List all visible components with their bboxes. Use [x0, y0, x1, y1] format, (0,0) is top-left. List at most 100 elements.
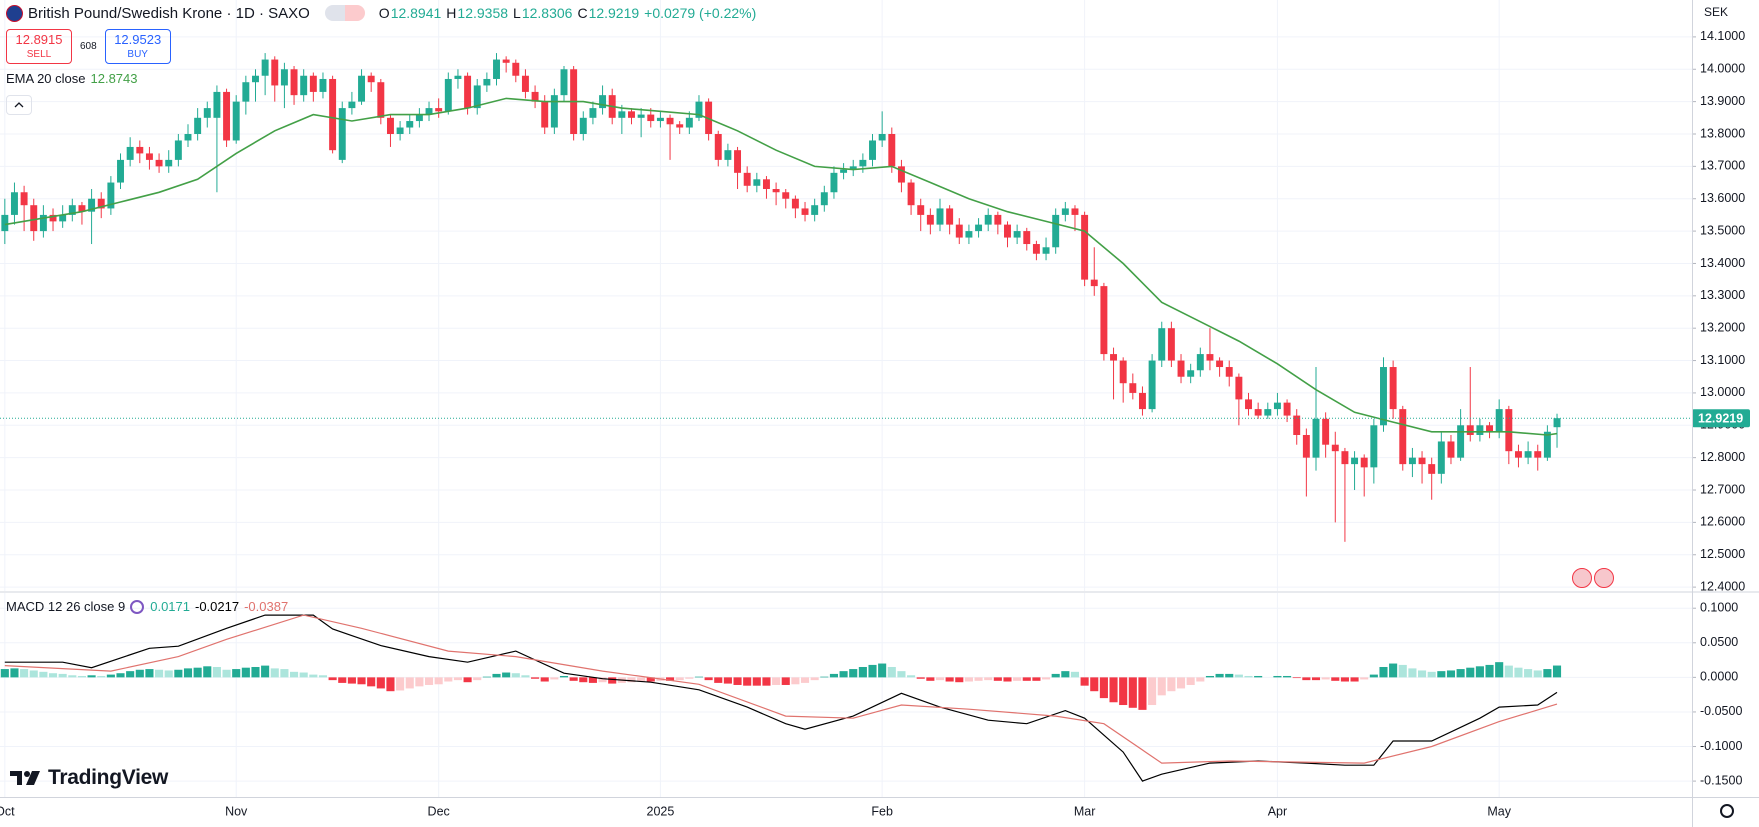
- candle-body: [1273, 402, 1281, 410]
- y-tick-label: -0.1000: [1700, 739, 1742, 753]
- histogram-bar: [424, 677, 434, 685]
- candle-body: [49, 214, 57, 222]
- header: British Pound/Swedish Krone · 1D · SAXO …: [6, 3, 761, 23]
- symbol-title[interactable]: British Pound/Swedish Krone · 1D · SAXO: [28, 4, 310, 22]
- candle-body: [1081, 214, 1089, 280]
- candle-body: [762, 179, 770, 190]
- currency[interactable]: SEK: [1704, 5, 1733, 19]
- histogram-bar: [598, 677, 607, 683]
- y-tick-label: 13.9000: [1700, 94, 1745, 108]
- macd-settings-icon[interactable]: [130, 599, 145, 614]
- histogram-bar: [1138, 677, 1147, 710]
- candle-body: [1264, 409, 1272, 416]
- histogram-bar: [1032, 677, 1041, 681]
- histogram-bar: [405, 677, 414, 689]
- histogram-bar: [1321, 677, 1330, 680]
- ema-title[interactable]: EMA 20 close: [6, 71, 86, 86]
- histogram-bar: [376, 677, 385, 689]
- histogram-bar: [752, 677, 761, 686]
- y-tick-label: 0.0500: [1700, 635, 1738, 649]
- histogram-bar: [155, 669, 164, 678]
- candle-body: [358, 75, 366, 102]
- collapse-button[interactable]: [6, 95, 32, 115]
- event-flag[interactable]: [1572, 568, 1592, 588]
- candle-body: [1505, 409, 1513, 452]
- histogram-bar: [453, 677, 462, 681]
- sell-button[interactable]: 12.8915 SELL: [6, 29, 72, 64]
- currency-label: SEK: [1704, 5, 1729, 19]
- candle-body: [936, 208, 944, 225]
- candle-body: [1167, 328, 1175, 361]
- histogram-bar: [1379, 666, 1388, 678]
- histogram-bar: [1360, 677, 1369, 680]
- buy-button[interactable]: 12.9523 BUY: [104, 29, 171, 64]
- histogram-bar: [1495, 662, 1504, 678]
- histogram-bar: [1408, 668, 1417, 678]
- histogram-bar: [849, 669, 858, 678]
- histogram-bar: [1090, 677, 1099, 692]
- candle-body: [888, 133, 896, 167]
- histogram-bar: [839, 671, 848, 678]
- histogram-bar: [781, 677, 790, 685]
- histogram-bar: [1099, 677, 1108, 699]
- histogram-bar: [1109, 677, 1118, 703]
- histogram-bar: [97, 675, 106, 678]
- candle-body: [280, 69, 288, 86]
- histogram-bar: [1205, 675, 1214, 678]
- candle-body: [502, 59, 510, 63]
- logo[interactable]: TradingView: [10, 766, 173, 790]
- candle-body: [840, 169, 848, 173]
- histogram-bar: [87, 675, 96, 678]
- candle-body: [252, 75, 259, 83]
- histogram-bar: [1070, 671, 1080, 678]
- histogram-bar: [1186, 677, 1195, 685]
- candle-body: [454, 75, 462, 79]
- candle-body: [1370, 425, 1378, 468]
- candle-body: [309, 75, 317, 92]
- histogram-bar: [772, 677, 781, 685]
- market-status[interactable]: [324, 5, 345, 21]
- candle-body: [811, 205, 819, 215]
- candle-body: [560, 69, 568, 96]
- trade-buttons: 12.8915 SELL 608 12.9523 BUY: [6, 29, 171, 64]
- candle-body: [589, 108, 597, 118]
- macd-title[interactable]: MACD 12 26 close 9: [6, 599, 126, 614]
- histogram-bar: [1196, 677, 1205, 682]
- candle-body: [1351, 457, 1359, 465]
- settings-button[interactable]: [1720, 804, 1734, 818]
- candle-body: [242, 82, 250, 102]
- histogram-bar: [569, 677, 578, 681]
- histogram-bar: [1427, 671, 1436, 678]
- histogram-bar: [974, 677, 983, 681]
- candle-body: [117, 159, 124, 183]
- candle-body: [801, 208, 809, 215]
- histogram-bar: [1128, 677, 1137, 708]
- histogram-bar: [791, 677, 800, 685]
- histogram-bar: [550, 677, 559, 680]
- candle-body: [1187, 370, 1195, 377]
- candle-body: [39, 214, 47, 232]
- candle-body: [367, 75, 375, 83]
- histogram-bar: [193, 667, 202, 678]
- histogram-bar: [829, 673, 838, 678]
- candle-body: [1486, 425, 1494, 432]
- histogram-bar: [77, 675, 86, 678]
- histogram-bar: [579, 677, 588, 683]
- candle-body: [859, 159, 867, 167]
- histogram-bar: [1331, 677, 1340, 681]
- candle-body: [695, 101, 703, 118]
- candle-body: [271, 59, 279, 86]
- candle-body: [1437, 441, 1445, 474]
- event-flag[interactable]: [1594, 568, 1614, 588]
- candle-body: [223, 91, 231, 141]
- histogram-bar: [733, 677, 742, 685]
- candle-body: [1380, 367, 1387, 426]
- candle-body: [300, 75, 308, 96]
- candle-body: [946, 208, 954, 225]
- x-tick-label: Feb: [871, 804, 893, 818]
- candle-body: [1052, 214, 1060, 248]
- histogram-bar: [1533, 670, 1542, 678]
- y-tick-label: 12.8000: [1700, 450, 1745, 464]
- candle-body: [425, 108, 433, 115]
- market-status[interactable]: [344, 5, 365, 21]
